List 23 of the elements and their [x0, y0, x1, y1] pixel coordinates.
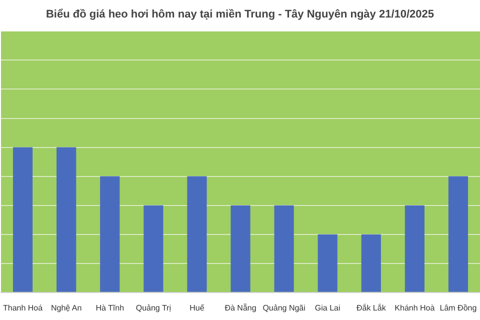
bar	[100, 176, 120, 292]
bar	[12, 147, 33, 292]
chart-title: Biểu đồ giá heo hơi hôm nay tại miền Trung - Tây Nguyên ngày 21/10/2025	[46, 8, 434, 21]
x-tick-label: Đà Nẵng	[224, 303, 256, 312]
x-tick-label: Nghệ An	[50, 303, 82, 312]
bar	[144, 205, 164, 292]
x-tick-label: Thanh Hoá	[2, 303, 44, 312]
bar	[404, 205, 424, 292]
bar	[274, 205, 294, 292]
x-tick-label: Quảng Trị	[136, 303, 172, 312]
x-tick-label: Khánh Hoà	[394, 303, 436, 312]
bar	[187, 176, 207, 292]
bar	[361, 234, 381, 292]
x-tick-label: Đắk Lắk	[356, 303, 387, 312]
x-tick-label: Huế	[190, 303, 205, 312]
x-tick-label: Lâm Đồng	[440, 303, 477, 312]
bar	[448, 176, 468, 292]
bar	[230, 205, 250, 292]
x-tick-label: Hà Tĩnh	[96, 303, 124, 312]
x-tick-label: Quảng Ngãi	[262, 303, 306, 312]
bar	[56, 147, 76, 292]
bar	[318, 234, 338, 292]
x-tick-label: Gia Lai	[314, 303, 340, 312]
